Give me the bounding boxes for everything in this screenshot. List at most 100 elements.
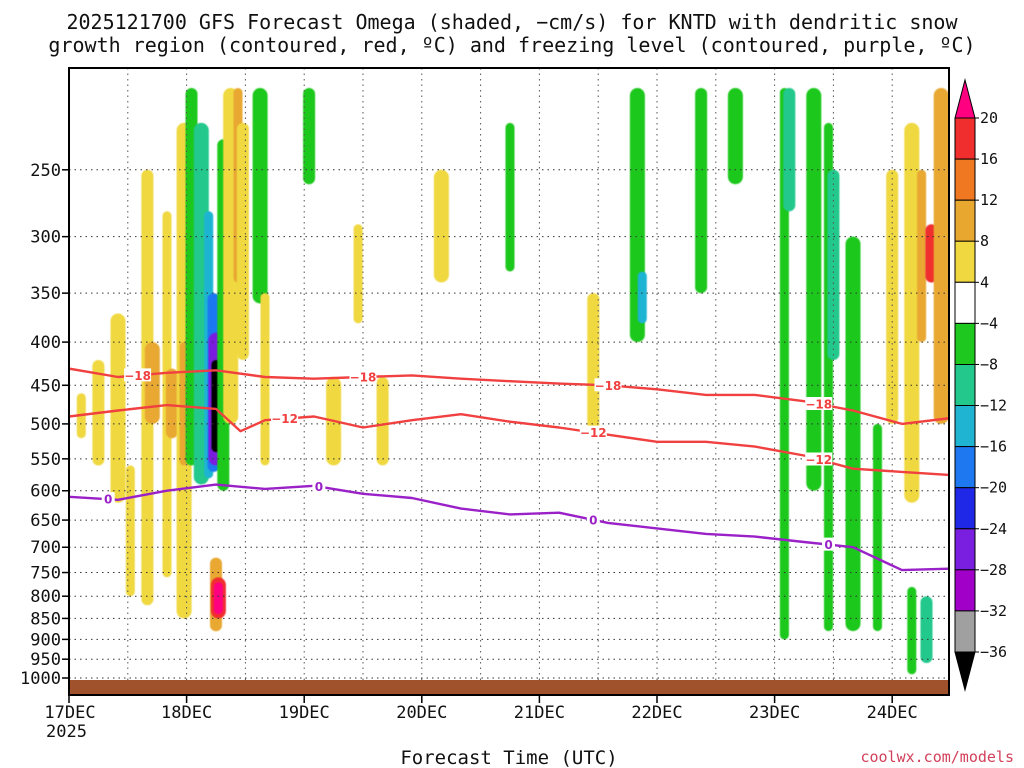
colorbar-swatch (954, 569, 976, 612)
omega-shade-cell (260, 293, 270, 466)
colorbar-swatch (954, 117, 976, 160)
omega-shade-cell (433, 169, 449, 283)
x-tick-label: 22DEC (631, 703, 682, 723)
x-tick-label: 19DEC (279, 703, 330, 723)
y-tick-label: 250 (30, 161, 61, 181)
x-axis-year: 2025 (46, 722, 87, 742)
contour-label-bg (594, 378, 622, 392)
contour-label-bg (805, 397, 833, 411)
contour-label-bg (805, 452, 833, 466)
contour-label: 0 (824, 538, 832, 552)
x-tick-label: 18DEC (161, 703, 212, 723)
omega-shade-cell (917, 169, 927, 343)
y-tick-label: 700 (30, 538, 61, 558)
colorbar: 20 16 12 8 4 −4 −8 −12 −16 −20 −24 −28 −32 −36 (954, 78, 1007, 692)
contour-label-bg (586, 512, 600, 526)
colorbar-swatch (954, 651, 976, 692)
contour-label: −12 (805, 453, 832, 467)
colorbar-label: −16 (980, 438, 1007, 456)
y-tick-label: 500 (30, 415, 61, 435)
colorbar-label: −20 (980, 479, 1007, 497)
y-tick-label: 850 (30, 609, 61, 629)
contour-label: −12 (271, 412, 298, 426)
contour-label: −18 (805, 398, 832, 412)
colorbar-swatch (954, 158, 976, 201)
contour-label-bg (312, 479, 326, 493)
colorbar-label: 20 (980, 109, 998, 127)
omega-shade-cell (920, 596, 933, 663)
omega-shade-cell (125, 465, 135, 597)
y-axis: 2503003504004505005506006507007508008509… (20, 161, 69, 689)
colorbar-label: −8 (980, 355, 998, 373)
omega-shade-cell (165, 368, 178, 439)
y-tick-label: 650 (30, 511, 61, 531)
colorbar-label: 16 (980, 150, 998, 168)
omega-shade-cell (827, 169, 840, 360)
contour-label: 0 (104, 493, 112, 507)
y-tick-label: 450 (30, 376, 61, 396)
colorbar-swatch (954, 528, 976, 571)
y-tick-label: 750 (30, 564, 61, 584)
contour-label-bg (579, 425, 607, 439)
contour-label-bg (101, 492, 115, 506)
contour-line--18 (69, 367, 949, 426)
contour-label: 0 (589, 513, 597, 527)
colorbar-label: −24 (980, 520, 1007, 538)
colorbar-swatch (954, 487, 976, 530)
contour-label: −18 (595, 379, 622, 393)
omega-shade-cell (806, 88, 822, 491)
colorbar-label: −28 (980, 561, 1007, 579)
omega-shade-cell (505, 122, 515, 272)
credit-text: coolwx.com/models (860, 748, 1014, 766)
colorbar-swatch (954, 240, 976, 283)
x-axis-label: Forecast Time (UTC) (400, 747, 617, 768)
omega-shade-cell (886, 169, 899, 424)
contour-label-bg (822, 537, 835, 551)
ground-strip (69, 680, 949, 695)
colorbar-swatch (954, 322, 976, 365)
colorbar-label: 8 (980, 232, 989, 250)
contour-line-0 (69, 483, 949, 572)
x-tick-label: 24DEC (867, 703, 918, 723)
x-tick-label: 20DEC (396, 703, 447, 723)
omega-shade-cell (376, 377, 389, 466)
contour-label-bg (271, 411, 299, 425)
colorbar-label: −4 (980, 314, 998, 332)
omega-shade-cell (933, 88, 949, 424)
omega-shade-cell (213, 582, 223, 615)
omega-shade-cell (845, 236, 861, 632)
chart-title-line2: growth region (contoured, red, ºC) and f… (48, 33, 975, 57)
y-tick-label: 800 (30, 587, 61, 607)
y-tick-label: 300 (30, 228, 61, 248)
omega-shade-cell (907, 586, 917, 675)
y-tick-label: 550 (30, 450, 61, 470)
contour-label: −18 (124, 369, 151, 383)
temperature-contours: −18 −18 −18 −18 −12 −12 −12 0 0 0 0 (69, 367, 949, 572)
y-tick-label: 600 (30, 482, 61, 502)
omega-shade-cell (695, 88, 708, 294)
y-tick-label: 1000 (20, 669, 61, 689)
plot-frame (68, 67, 950, 696)
x-tick-label: 23DEC (749, 703, 800, 723)
contour-label: −12 (580, 426, 607, 440)
y-tick-label: 400 (30, 333, 61, 353)
colorbar-label: 12 (980, 191, 998, 209)
colorbar-swatch (954, 281, 976, 324)
colorbar-swatch (954, 446, 976, 489)
x-axis: 17DEC 18DEC 19DEC 20DEC 21DEC 22DEC 23DEC 24DEC (44, 695, 918, 723)
omega-shade-cell (904, 122, 920, 503)
x-tick-label: 17DEC (44, 703, 95, 723)
omega-shade-cell (873, 423, 882, 632)
contour-label: 0 (315, 480, 323, 494)
omega-shade-cell (144, 342, 160, 424)
omega-shade-cell (637, 271, 647, 324)
contour-label-bg (349, 370, 377, 384)
colorbar-label: −36 (980, 643, 1007, 661)
grid-lines (69, 68, 949, 680)
colorbar-swatch (954, 364, 976, 407)
y-tick-label: 950 (30, 650, 61, 670)
omega-shade-cell (727, 88, 743, 185)
omega-shade-cell (252, 88, 268, 304)
contour-label: −18 (350, 371, 377, 385)
